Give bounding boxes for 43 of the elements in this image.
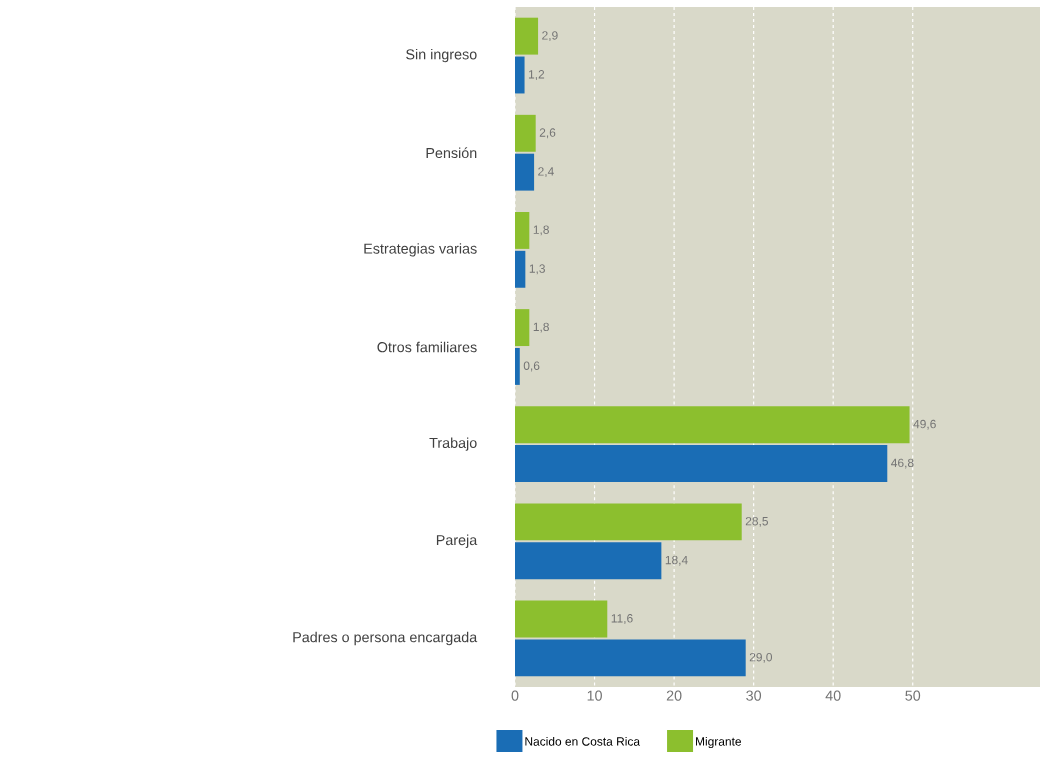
- bar: [515, 17, 539, 55]
- data-label: 2,6: [539, 128, 556, 139]
- y-tick-label: Pensión: [426, 147, 477, 159]
- y-tick-label: Pareja: [436, 534, 478, 548]
- bar: [515, 56, 525, 94]
- y-tick-label: Trabajo: [429, 437, 477, 451]
- y-tick-label: Otros familiares: [377, 341, 477, 353]
- bar: [515, 503, 742, 541]
- data-label: 2,4: [538, 167, 554, 178]
- data-label: 1,8: [533, 322, 549, 333]
- y-tick-label: Padres o persona encargada: [293, 631, 478, 646]
- bar: [515, 445, 888, 483]
- bar: [515, 250, 526, 288]
- data-label: 11,6: [611, 614, 633, 624]
- bar: [515, 639, 746, 677]
- bar: [515, 309, 530, 347]
- x-tick-label: 50: [905, 690, 921, 701]
- x-tick-label: 20: [666, 690, 682, 701]
- legend-label: Nacido en Costa Rica: [525, 736, 641, 746]
- bar: [515, 114, 536, 152]
- bar: [515, 542, 662, 580]
- bar: [515, 347, 520, 385]
- data-label: 1,2: [528, 70, 545, 80]
- x-tick-label: 40: [825, 690, 841, 701]
- data-label: 28,5: [745, 516, 768, 527]
- legend-label: Migrante: [696, 736, 742, 749]
- data-label: 46,8: [891, 458, 914, 469]
- data-label: 18,4: [665, 555, 688, 566]
- bar: [515, 406, 910, 444]
- x-tick-label: 0: [511, 690, 519, 701]
- data-label: 1,8: [533, 225, 549, 236]
- x-tick-label: 30: [746, 690, 762, 701]
- bar: [515, 600, 608, 638]
- bar: [515, 153, 535, 191]
- data-label: 49,6: [913, 419, 936, 430]
- y-tick-label: Sin ingreso: [406, 48, 477, 63]
- data-label: 0,6: [523, 361, 540, 372]
- x-tick-label: 10: [587, 690, 602, 701]
- bar: [515, 211, 530, 249]
- y-tick-label: Estrategias varias: [364, 243, 477, 257]
- data-label: 2,9: [542, 31, 558, 42]
- data-label: 1,3: [529, 264, 545, 275]
- data-label: 29,0: [749, 652, 773, 663]
